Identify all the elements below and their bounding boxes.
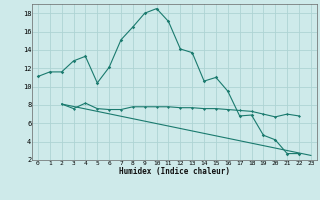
X-axis label: Humidex (Indice chaleur): Humidex (Indice chaleur) — [119, 167, 230, 176]
